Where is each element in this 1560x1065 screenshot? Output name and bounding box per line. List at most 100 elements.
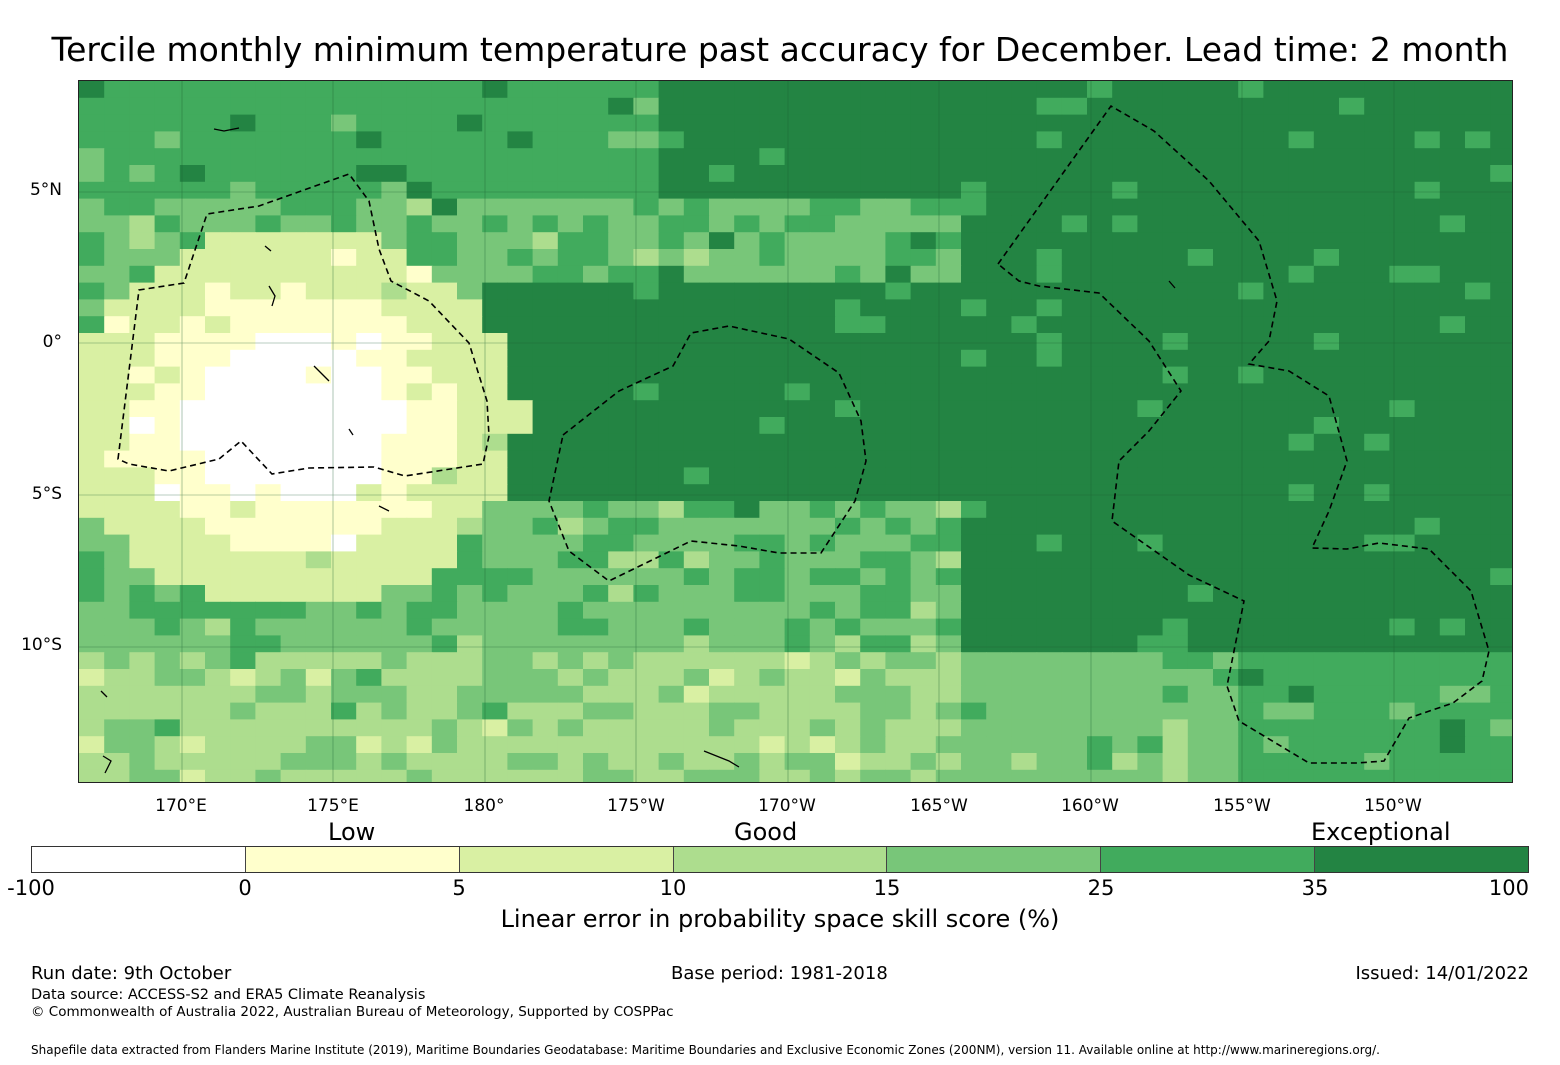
map-cell bbox=[1011, 669, 1038, 687]
map-cell bbox=[986, 753, 1012, 771]
map-cell bbox=[860, 383, 886, 401]
map-cell bbox=[1288, 467, 1315, 485]
map-cell bbox=[935, 417, 962, 435]
map-cell bbox=[356, 551, 382, 569]
map-cell bbox=[1288, 484, 1315, 502]
map-cell bbox=[885, 265, 912, 284]
map-cell bbox=[230, 753, 256, 771]
map-cell bbox=[1364, 114, 1390, 132]
map-cell bbox=[885, 568, 912, 586]
map-cell bbox=[129, 585, 156, 603]
map-cell bbox=[709, 702, 735, 720]
map-cell bbox=[1137, 769, 1164, 782]
map-cell bbox=[809, 299, 836, 317]
map-cell bbox=[1162, 299, 1189, 317]
map-cell bbox=[809, 517, 836, 536]
map-cell bbox=[885, 702, 912, 720]
map-cell bbox=[104, 148, 130, 166]
map-cell bbox=[431, 736, 458, 754]
map-cell bbox=[759, 198, 786, 216]
map-cell bbox=[910, 652, 937, 670]
map-cell bbox=[79, 299, 105, 317]
map-cell bbox=[683, 450, 710, 468]
map-cell bbox=[1137, 366, 1164, 384]
map-cell bbox=[457, 652, 483, 670]
map-cell bbox=[935, 753, 962, 771]
map-cell bbox=[709, 181, 735, 200]
map-cell bbox=[431, 148, 458, 166]
map-cell bbox=[457, 265, 483, 284]
map-cell bbox=[557, 265, 584, 284]
map-cell bbox=[633, 652, 660, 670]
map-cell bbox=[205, 669, 231, 687]
map-cell bbox=[1137, 736, 1164, 754]
map-cell bbox=[557, 299, 584, 317]
map-cell bbox=[331, 736, 357, 754]
map-cell bbox=[205, 97, 231, 116]
map-cell bbox=[1061, 719, 1088, 737]
map-cell bbox=[1263, 501, 1290, 519]
map-cell bbox=[709, 601, 735, 620]
map-cell bbox=[986, 618, 1012, 636]
map-cell bbox=[532, 601, 559, 620]
map-cell bbox=[1439, 433, 1466, 452]
map-cell bbox=[507, 601, 534, 620]
map-cell bbox=[1490, 568, 1512, 586]
map-cell bbox=[1087, 568, 1113, 586]
map-cell bbox=[961, 467, 987, 485]
map-cell bbox=[583, 669, 609, 687]
map-cell bbox=[1187, 753, 1214, 771]
map-cell bbox=[835, 484, 861, 502]
map-cell bbox=[557, 366, 584, 384]
map-cell bbox=[406, 282, 433, 300]
map-cell bbox=[734, 165, 760, 183]
map-cell bbox=[331, 753, 357, 771]
map-cell bbox=[809, 148, 836, 166]
map-cell bbox=[532, 383, 559, 401]
map-cell bbox=[129, 215, 156, 233]
map-cell bbox=[935, 349, 962, 368]
map-cell bbox=[381, 551, 408, 569]
map-cell bbox=[179, 165, 206, 183]
map-cell bbox=[406, 601, 433, 620]
map-cell bbox=[129, 484, 156, 502]
map-cell bbox=[1364, 484, 1390, 502]
map-cell bbox=[1313, 501, 1340, 519]
map-cell bbox=[1162, 400, 1189, 418]
map-cell bbox=[1087, 534, 1113, 552]
map-cell bbox=[1112, 585, 1138, 603]
map-cell bbox=[129, 400, 156, 418]
map-cell bbox=[1389, 669, 1416, 687]
map-cell bbox=[1087, 215, 1113, 233]
map-cell bbox=[784, 635, 811, 653]
map-cell bbox=[457, 534, 483, 552]
map-cell bbox=[885, 685, 912, 704]
map-cell bbox=[1112, 618, 1138, 636]
map-cell bbox=[154, 148, 181, 166]
map-cell bbox=[406, 450, 433, 468]
map-cell bbox=[356, 316, 382, 334]
map-cell bbox=[608, 652, 634, 670]
map-cell bbox=[1490, 467, 1512, 485]
map-cell bbox=[986, 635, 1012, 653]
map-cell bbox=[356, 282, 382, 300]
map-cell bbox=[79, 450, 105, 468]
map-cell bbox=[1339, 517, 1365, 536]
map-cell bbox=[784, 551, 811, 569]
map-cell bbox=[885, 501, 912, 519]
map-cell bbox=[457, 417, 483, 435]
map-cell bbox=[784, 517, 811, 536]
map-cell bbox=[961, 719, 987, 737]
map-cell bbox=[809, 753, 836, 771]
map-cell bbox=[507, 652, 534, 670]
map-cell bbox=[1137, 114, 1164, 132]
map-cell bbox=[835, 417, 861, 435]
map-cell bbox=[1288, 585, 1315, 603]
map-cell bbox=[683, 753, 710, 771]
map-cell bbox=[709, 400, 735, 418]
map-cell bbox=[961, 753, 987, 771]
map-cell bbox=[482, 568, 508, 586]
map-cell bbox=[457, 601, 483, 620]
map-cell bbox=[1036, 383, 1063, 401]
map-cell bbox=[1465, 702, 1491, 720]
